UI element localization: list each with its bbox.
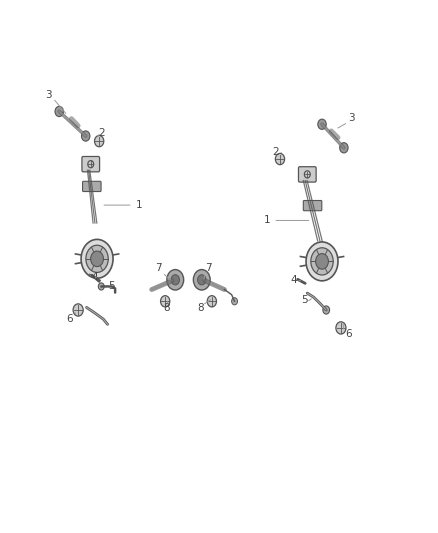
Circle shape (73, 304, 83, 316)
Circle shape (304, 171, 310, 178)
FancyBboxPatch shape (82, 181, 101, 191)
Circle shape (171, 274, 180, 285)
Text: 7: 7 (205, 263, 212, 272)
Circle shape (306, 242, 338, 281)
Circle shape (161, 296, 170, 307)
Circle shape (276, 154, 285, 165)
Text: 2: 2 (272, 147, 279, 157)
Text: 8: 8 (197, 303, 203, 313)
Circle shape (81, 239, 113, 278)
Text: 8: 8 (163, 303, 170, 313)
Text: 1: 1 (264, 215, 271, 225)
Circle shape (340, 143, 348, 153)
Circle shape (55, 107, 64, 117)
Circle shape (316, 254, 328, 269)
Circle shape (98, 283, 104, 290)
Circle shape (86, 245, 108, 272)
FancyBboxPatch shape (298, 167, 316, 182)
Text: 1: 1 (136, 200, 142, 210)
Text: 6: 6 (67, 314, 73, 324)
Circle shape (336, 322, 346, 334)
Text: 3: 3 (46, 90, 52, 100)
Circle shape (88, 160, 94, 168)
Circle shape (81, 131, 90, 141)
Text: 4: 4 (92, 272, 98, 282)
Text: 7: 7 (155, 263, 161, 272)
Text: 3: 3 (348, 113, 355, 123)
Text: 2: 2 (98, 128, 105, 139)
Circle shape (193, 270, 210, 290)
Circle shape (167, 270, 184, 290)
Circle shape (232, 298, 237, 305)
Text: 6: 6 (345, 329, 352, 339)
FancyBboxPatch shape (82, 157, 99, 172)
Text: 5: 5 (301, 295, 307, 305)
Circle shape (318, 119, 326, 130)
Circle shape (323, 306, 329, 314)
Circle shape (95, 135, 104, 147)
Circle shape (311, 248, 333, 275)
Circle shape (91, 251, 103, 266)
Circle shape (198, 274, 206, 285)
Circle shape (207, 296, 216, 307)
Text: 4: 4 (290, 275, 297, 285)
FancyBboxPatch shape (303, 200, 322, 211)
Text: 5: 5 (109, 281, 115, 291)
